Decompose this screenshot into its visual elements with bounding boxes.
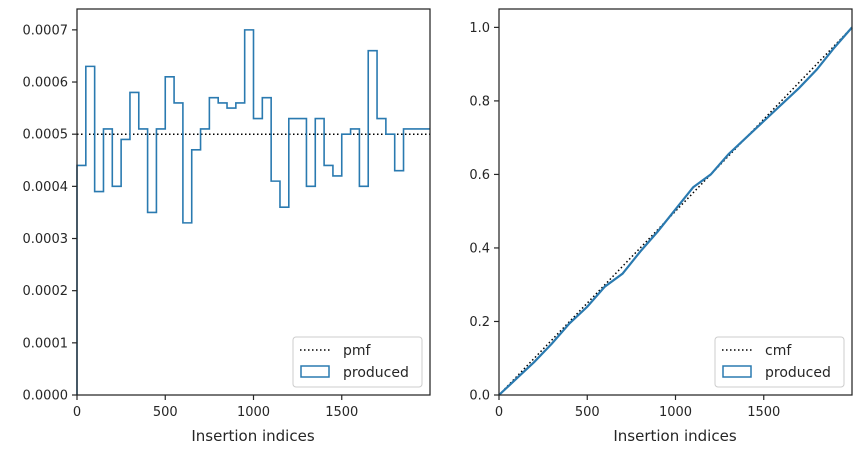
right-x-tick-label: 0 <box>495 405 503 420</box>
right-legend-cmf-label: cmf <box>765 343 792 359</box>
right-y-ticks: 0.0 0.2 0.4 0.6 0.8 1.0 <box>469 21 499 404</box>
left-x-ticks: 0 500 1000 1500 <box>73 395 358 420</box>
left-y-tick-label: 0.0001 <box>23 336 69 351</box>
left-y-tick-label: 0.0004 <box>23 180 69 195</box>
left-y-tick-label: 0.0000 <box>23 389 69 404</box>
left-series-produced <box>76 29 430 395</box>
right-legend-produced-label: produced <box>765 365 831 381</box>
left-x-tick-label: 1500 <box>325 405 358 420</box>
right-x-tick-label: 1000 <box>659 405 692 420</box>
right-series-cmf <box>498 26 853 396</box>
left-x-tick-label: 0 <box>73 405 81 420</box>
left-y-tick-label: 0.0007 <box>23 23 69 38</box>
right-y-tick-label: 0.4 <box>469 241 490 256</box>
right-y-tick-label: 1.0 <box>469 21 490 36</box>
right-x-ticks: 0 500 1000 1500 <box>495 395 780 420</box>
left-x-axis-label: Insertion indices <box>191 427 314 445</box>
right-y-tick-label: 0.6 <box>469 168 490 183</box>
left-y-tick-label: 0.0002 <box>23 284 69 299</box>
right-x-tick-label: 1500 <box>747 405 780 420</box>
left-y-tick-label: 0.0005 <box>23 128 69 143</box>
left-legend: pmf produced <box>292 336 423 388</box>
right-plot-area <box>499 9 852 395</box>
left-panel: 0 500 1000 1500 0.00000.00010.00020.00030.0… <box>23 8 431 445</box>
left-x-tick-label: 500 <box>153 405 178 420</box>
left-y-tick-label: 0.0006 <box>23 76 69 91</box>
left-legend-produced-label: produced <box>343 365 409 381</box>
left-series <box>76 29 430 395</box>
left-x-tick-label: 1000 <box>237 405 270 420</box>
right-panel: 0 500 1000 1500 0.0 0.2 0.4 0.6 0.8 1.0 Insertio… <box>469 8 853 445</box>
right-x-tick-label: 500 <box>575 405 600 420</box>
left-legend-pmf-label: pmf <box>343 343 372 359</box>
right-series-produced <box>498 26 853 396</box>
right-legend: cmf produced <box>714 336 845 388</box>
left-y-ticks: 0.0000 0.0001 0.0002 0.0003 0.0004 0.0005 0.00… <box>23 23 77 404</box>
right-y-tick-label: 0.0 <box>469 389 490 404</box>
right-x-axis-label: Insertion indices <box>613 427 736 445</box>
right-series <box>498 26 853 396</box>
right-y-tick-label: 0.2 <box>469 315 490 330</box>
left-legend-produced-swatch <box>300 365 330 378</box>
right-y-tick-label: 0.8 <box>469 94 490 109</box>
left-y-tick-label: 0.0003 <box>23 232 69 247</box>
right-legend-produced-swatch <box>722 365 752 378</box>
